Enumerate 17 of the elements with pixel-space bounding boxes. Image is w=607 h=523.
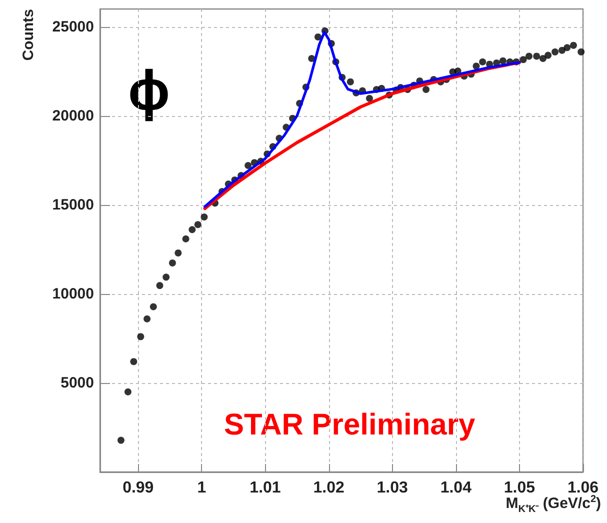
x-tick-label: 1.01: [250, 480, 281, 496]
y-tick-label: 5000: [60, 374, 94, 392]
x-tick-label: 1.04: [440, 480, 472, 496]
annotation: STAR Preliminary: [224, 408, 476, 442]
y-tick-label: 10000: [52, 285, 94, 302]
y-tick-label: 25000: [52, 18, 94, 36]
y-tick-label: 20000: [52, 107, 94, 124]
y-tick-label: 15000: [52, 196, 94, 214]
x-tick-label: 1.02: [313, 480, 344, 496]
x-tick-label: 1.03: [376, 480, 408, 496]
x-tick-label: 1: [197, 480, 206, 496]
x-tick-label: 1.05: [504, 480, 536, 496]
x-tick-label: 0.99: [122, 480, 154, 496]
x-tick-label: 1.06: [567, 480, 599, 496]
annotation: ϕ: [128, 58, 170, 122]
x-axis-title: M$_{K⁺K⁻}$ (GeV/c$^{2}$): [506, 494, 601, 515]
y-axis-title: Counts: [20, 9, 37, 61]
